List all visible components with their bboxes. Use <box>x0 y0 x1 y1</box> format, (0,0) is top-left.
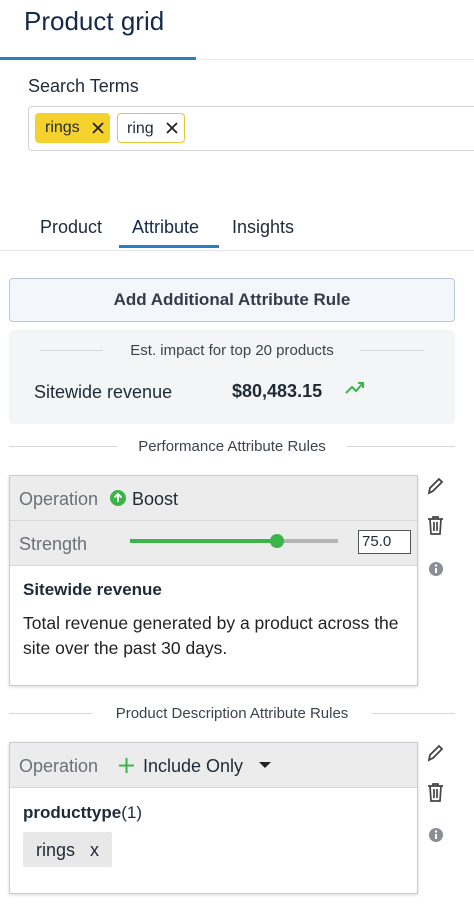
header-underline <box>0 57 196 60</box>
impact-value: $80,483.15 <box>232 381 323 401</box>
search-box[interactable] <box>28 106 474 151</box>
delete-icon[interactable] <box>427 783 444 802</box>
rule-row <box>10 521 417 566</box>
tab[interactable]: Insights <box>232 217 295 237</box>
impact-metric: Sitewide revenue <box>34 382 173 402</box>
chip-label: rings <box>36 840 76 860</box>
field-row: producttype(1) <box>23 803 142 823</box>
operation-value[interactable]: Include Only <box>143 756 244 776</box>
search-chip: ring <box>117 113 185 143</box>
strength-input[interactable]: 75.0 <box>358 530 411 554</box>
divider <box>360 350 424 351</box>
divider <box>372 713 455 714</box>
strength-slider[interactable] <box>130 534 340 548</box>
attribute-description: Total revenue generated by a product acr… <box>23 613 399 658</box>
search-chip: rings <box>35 113 110 143</box>
boost-icon <box>110 490 126 506</box>
rule-row <box>10 476 417 521</box>
include-icon <box>119 758 134 773</box>
divider <box>347 446 455 447</box>
chip-remove[interactable] <box>166 122 178 134</box>
tab[interactable]: Product <box>40 217 103 237</box>
rule-row <box>10 743 417 788</box>
field-count: (1) <box>121 803 143 822</box>
chip-remove[interactable]: x <box>90 840 99 860</box>
divider <box>9 713 92 714</box>
search-label: Search Terms <box>28 76 139 96</box>
delete-icon[interactable] <box>427 516 444 535</box>
impact-heading: Est. impact for top 20 products <box>130 342 334 359</box>
edit-icon[interactable] <box>427 744 444 762</box>
operation-label: Operation <box>19 756 99 776</box>
rule-card: Operation Boost Strength 75.0 Sitewide r… <box>9 475 418 686</box>
header-divider <box>0 59 474 60</box>
operation-label: Operation <box>19 489 99 509</box>
strength-label: Strength <box>19 534 88 554</box>
chip-label: ring <box>127 120 154 137</box>
divider <box>9 446 117 447</box>
attribute-name: Sitewide revenue <box>23 580 162 599</box>
dropdown-caret[interactable] <box>259 762 271 769</box>
chip-remove[interactable] <box>92 122 104 134</box>
operation-value[interactable]: Boost <box>132 489 179 509</box>
add-rule-button[interactable]: Add Additional Attribute Rule <box>9 278 455 322</box>
section-heading: Performance Attribute Rules <box>138 438 326 455</box>
value-chip: rings x <box>23 832 112 867</box>
tabs-divider <box>0 250 474 251</box>
impact-panel <box>9 330 455 424</box>
field-name: producttype <box>23 803 122 822</box>
trend-up-icon <box>345 382 364 394</box>
section-heading: Product Description Attribute Rules <box>115 705 349 722</box>
rule-card: Operation Include Only producttype(1) ri… <box>9 742 418 894</box>
tab-active[interactable]: Attribute <box>132 217 200 237</box>
edit-icon[interactable] <box>427 477 444 495</box>
page-title: Product grid <box>24 6 165 36</box>
divider <box>40 350 103 351</box>
chip-label: rings <box>45 119 80 136</box>
info-icon[interactable] <box>429 562 443 576</box>
tab-indicator <box>119 245 219 248</box>
info-icon[interactable] <box>429 828 443 842</box>
